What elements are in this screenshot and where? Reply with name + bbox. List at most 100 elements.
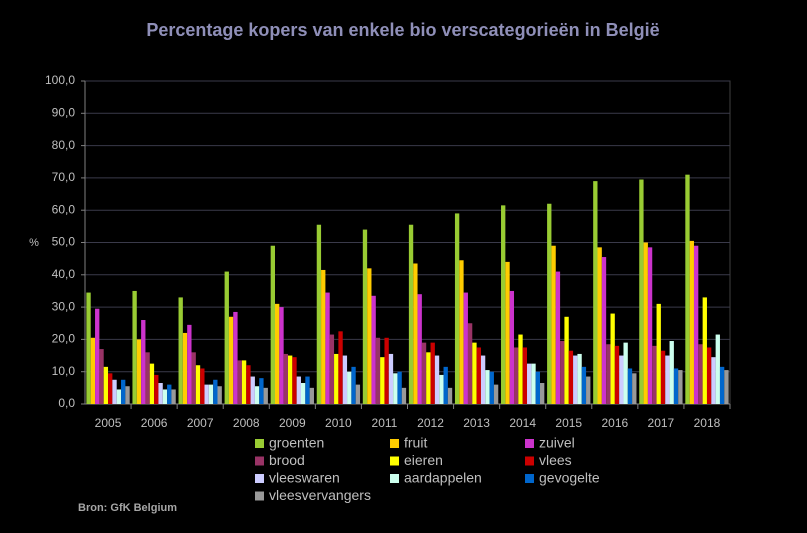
bar: [472, 342, 477, 404]
legend-swatch: [255, 474, 264, 483]
x-tick-label: 2008: [233, 416, 260, 430]
bar: [371, 295, 376, 404]
bar: [254, 386, 260, 404]
bar: [217, 386, 222, 404]
y-tick-label: 70,0: [52, 170, 76, 184]
bar: [362, 229, 368, 404]
bar: [493, 384, 499, 404]
legend-label: groenten: [269, 435, 324, 451]
bar: [309, 387, 314, 404]
bar: [669, 341, 674, 404]
bar: [204, 384, 209, 404]
bar: [660, 350, 666, 404]
bar: [715, 334, 720, 404]
bar: [380, 357, 385, 404]
bar: [619, 355, 624, 404]
bar: [300, 383, 306, 404]
bar: [505, 261, 510, 404]
bar: [547, 203, 552, 404]
bar: [103, 366, 109, 404]
bar: [597, 247, 602, 404]
y-tick-label: 40,0: [52, 267, 76, 281]
bar: [99, 349, 104, 404]
y-axis-label: %: [29, 237, 39, 249]
legend-label: eieren: [404, 452, 443, 468]
bar: [367, 268, 372, 404]
bar: [162, 389, 168, 404]
bar: [627, 368, 633, 404]
bar: [342, 355, 348, 404]
bar: [555, 271, 561, 404]
bar: [647, 247, 653, 404]
y-tick-label: 90,0: [52, 105, 76, 119]
bar: [573, 355, 578, 404]
x-tick-label: 2013: [463, 416, 490, 430]
y-tick-label: 0,0: [58, 396, 75, 410]
chart-title: Percentage kopers van enkele bio verscat…: [146, 20, 659, 40]
bar: [305, 376, 310, 404]
bar: [711, 357, 716, 404]
bar: [136, 339, 142, 404]
y-tick-label: 80,0: [52, 138, 76, 152]
bar: [476, 347, 481, 404]
legend-label: vleesvervangers: [269, 487, 371, 503]
y-tick-label: 60,0: [52, 202, 76, 216]
bar: [564, 316, 569, 404]
legend-swatch: [525, 439, 534, 448]
bar: [325, 292, 330, 404]
bar: [417, 294, 422, 404]
bar: [614, 345, 620, 404]
bar: [430, 342, 435, 404]
bar: [665, 355, 670, 404]
bar: [601, 257, 607, 404]
y-tick-label: 100,0: [45, 73, 75, 87]
bar: [408, 224, 414, 404]
bar: [116, 389, 122, 404]
bar: [388, 353, 394, 404]
bar: [149, 363, 155, 404]
bar: [702, 297, 707, 404]
bar: [112, 379, 117, 404]
legend-label: vlees: [539, 452, 572, 468]
bar: [233, 311, 238, 404]
bar: [454, 213, 460, 404]
bar: [652, 345, 657, 404]
bar: [279, 307, 284, 404]
bar: [154, 374, 159, 404]
bar: [610, 313, 615, 404]
bar: [531, 363, 536, 404]
bar: [121, 379, 126, 404]
bar: [439, 374, 444, 404]
bar: [586, 376, 591, 404]
bar: [296, 376, 301, 404]
bar: [685, 174, 690, 404]
x-tick-label: 2014: [509, 416, 536, 430]
legend-label: zuivel: [539, 435, 575, 451]
bar: [384, 337, 389, 404]
bar: [145, 352, 150, 404]
x-tick-label: 2007: [187, 416, 214, 430]
legend-swatch: [390, 439, 399, 448]
bar: [434, 355, 440, 404]
bar: [593, 181, 598, 404]
bar: [125, 386, 130, 404]
bar: [334, 353, 339, 404]
legend-swatch: [255, 439, 264, 448]
bar: [270, 245, 275, 404]
bar: [535, 371, 541, 404]
legend-label: gevogelte: [539, 470, 600, 486]
bar: [698, 344, 703, 404]
bar: [393, 373, 398, 404]
legend-label: fruit: [404, 435, 427, 451]
y-tick-label: 30,0: [52, 299, 76, 313]
bar: [178, 297, 183, 404]
bar: [195, 365, 201, 404]
bar: [316, 224, 322, 404]
x-tick-label: 2005: [95, 416, 122, 430]
bar: [540, 383, 545, 404]
legend-swatch: [525, 456, 534, 466]
bar: [421, 342, 427, 404]
bar: [678, 370, 683, 404]
bar: [447, 387, 453, 404]
